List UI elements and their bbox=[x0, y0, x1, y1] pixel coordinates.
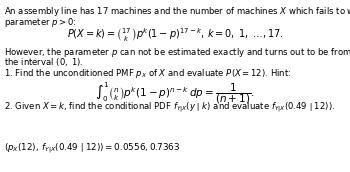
Text: $\int_0^1 \binom{n}{k} p^k(1-p)^{n-k}\,dp = \dfrac{1}{(n+1)}.$: $\int_0^1 \binom{n}{k} p^k(1-p)^{n-k}\,d… bbox=[95, 80, 255, 106]
Text: 2. Given $X = k$, find the conditional PDF $f_{Y|X}(y \mid k)$ and evaluate $f_{: 2. Given $X = k$, find the conditional P… bbox=[4, 101, 335, 115]
Text: parameter $p > 0$:: parameter $p > 0$: bbox=[4, 16, 77, 29]
Text: $P(X = k) = \binom{17}{k} p^k(1-p)^{17-k},\, k = 0,\; 1,\; \ldots, 17.$: $P(X = k) = \binom{17}{k} p^k(1-p)^{17-k… bbox=[67, 27, 283, 44]
Text: However, the parameter $p$ can not be estimated exactly and turns out to be from: However, the parameter $p$ can not be es… bbox=[4, 46, 350, 59]
Text: $(p_X(12),\, f_{Y|X}(0.49 \mid 12)) = 0.0556, 0.7363$: $(p_X(12),\, f_{Y|X}(0.49 \mid 12)) = 0.… bbox=[4, 142, 181, 156]
Text: the interval $(0,\; 1)$.: the interval $(0,\; 1)$. bbox=[4, 56, 84, 68]
Text: 1. Find the unconditioned PMF $p_X$ of $X$ and evaluate $P(X = 12)$. Hint:: 1. Find the unconditioned PMF $p_X$ of $… bbox=[4, 67, 292, 80]
Text: An assembly line has 17 machines and the number of machines $X$ which fails to w: An assembly line has 17 machines and the… bbox=[4, 5, 350, 18]
